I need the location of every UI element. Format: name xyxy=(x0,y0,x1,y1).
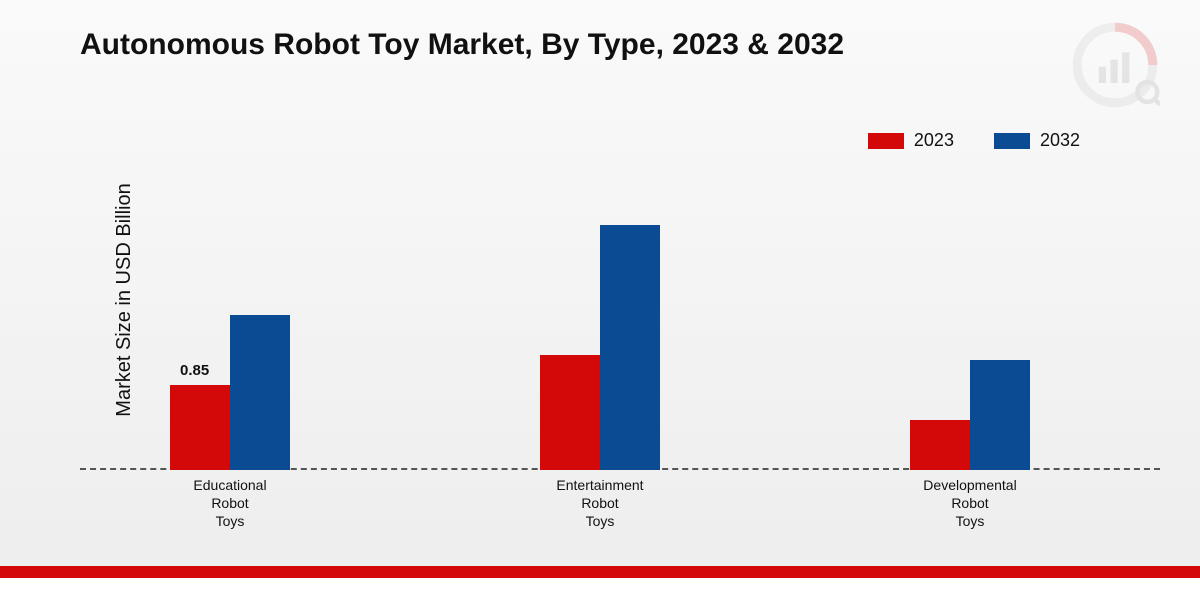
bar-value-label: 0.85 xyxy=(180,362,209,379)
category-label: DevelopmentalRobotToys xyxy=(870,476,1070,531)
footer-bar-white xyxy=(0,578,1200,600)
watermark-logo-icon xyxy=(1070,20,1160,115)
chart-title: Autonomous Robot Toy Market, By Type, 20… xyxy=(80,28,844,62)
legend-swatch-2032 xyxy=(994,133,1030,149)
legend-label-2032: 2032 xyxy=(1040,130,1080,151)
bar-group xyxy=(870,360,1070,470)
legend: 2023 2032 xyxy=(868,130,1080,151)
bar-2023 xyxy=(170,385,230,470)
plot-area: 0.85 xyxy=(80,150,1160,470)
category-label: EntertainmentRobotToys xyxy=(500,476,700,531)
bar-2032 xyxy=(600,225,660,470)
legend-item-2023: 2023 xyxy=(868,130,954,151)
bar-2032 xyxy=(230,315,290,470)
footer-bar-red xyxy=(0,566,1200,578)
bar-2023 xyxy=(540,355,600,470)
legend-swatch-2023 xyxy=(868,133,904,149)
bar-group xyxy=(500,225,700,470)
legend-label-2023: 2023 xyxy=(914,130,954,151)
bar-2032 xyxy=(970,360,1030,470)
legend-item-2032: 2032 xyxy=(994,130,1080,151)
category-label: EducationalRobotToys xyxy=(130,476,330,531)
bar-group xyxy=(130,315,330,470)
bar-2023 xyxy=(910,420,970,470)
